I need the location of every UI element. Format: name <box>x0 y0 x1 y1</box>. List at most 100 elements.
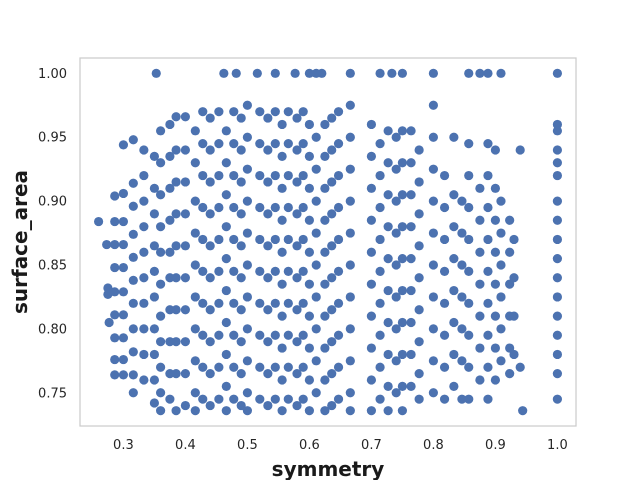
data-point <box>242 324 252 334</box>
data-point <box>190 292 200 302</box>
data-point <box>397 254 407 264</box>
data-point <box>490 375 500 385</box>
data-point <box>205 400 215 411</box>
data-point <box>221 381 231 391</box>
data-point <box>304 247 314 257</box>
data-point <box>397 285 407 296</box>
data-point <box>277 151 287 161</box>
data-point <box>205 145 215 155</box>
data-point <box>128 252 138 262</box>
data-point <box>552 145 563 155</box>
data-point <box>118 239 128 250</box>
data-point <box>483 330 493 340</box>
data-point <box>439 170 450 181</box>
data-point <box>180 209 190 219</box>
data-point <box>283 266 293 276</box>
data-point <box>327 369 337 379</box>
data-point <box>333 362 344 372</box>
data-point <box>298 394 308 404</box>
data-point <box>263 369 273 379</box>
data-point <box>165 394 175 404</box>
data-point <box>490 311 500 321</box>
data-point <box>205 241 215 251</box>
data-point <box>214 234 224 245</box>
data-point <box>366 151 376 161</box>
data-point <box>198 362 208 372</box>
data-point <box>464 202 474 213</box>
data-point <box>515 145 525 155</box>
data-point <box>475 183 485 193</box>
data-point <box>345 100 355 110</box>
data-point <box>345 196 355 206</box>
y-tick-label: 0.75 <box>38 386 67 401</box>
data-point <box>366 279 376 289</box>
data-point <box>383 158 393 168</box>
data-point <box>483 266 493 276</box>
data-point <box>198 202 208 213</box>
data-point <box>236 337 246 347</box>
x-tick-label: 0.4 <box>175 438 196 453</box>
data-point <box>449 254 459 264</box>
data-point <box>292 241 302 251</box>
data-point <box>298 107 308 117</box>
data-point <box>156 406 166 416</box>
data-point <box>428 260 438 270</box>
data-point <box>110 191 120 201</box>
data-point <box>190 126 200 136</box>
data-point <box>406 222 416 232</box>
data-point <box>242 406 252 416</box>
data-point <box>277 183 287 193</box>
data-point <box>327 209 337 219</box>
data-point <box>236 177 246 187</box>
data-point <box>165 119 175 130</box>
data-point <box>118 216 128 227</box>
data-point <box>270 362 280 372</box>
data-point <box>375 394 385 404</box>
data-point <box>128 135 138 145</box>
data-point <box>198 266 208 276</box>
data-point <box>391 260 401 270</box>
data-point <box>327 241 337 251</box>
data-point <box>292 305 302 315</box>
data-point <box>552 234 563 245</box>
data-point <box>292 177 302 187</box>
data-point <box>149 398 159 408</box>
data-point <box>214 298 224 308</box>
data-point <box>139 222 149 232</box>
data-point <box>149 241 159 251</box>
data-point <box>298 330 308 340</box>
data-point <box>391 164 401 174</box>
data-point <box>345 356 355 366</box>
data-point <box>229 298 239 308</box>
data-point <box>375 68 385 78</box>
data-point <box>457 394 467 404</box>
data-point <box>298 234 308 245</box>
data-point <box>496 356 506 366</box>
data-point <box>327 337 337 347</box>
data-point <box>345 132 355 142</box>
data-point <box>414 369 424 379</box>
data-point <box>345 228 355 238</box>
data-point <box>221 222 231 232</box>
data-point <box>320 119 330 130</box>
data-point <box>292 209 302 219</box>
data-point <box>366 406 376 416</box>
data-point <box>449 349 459 360</box>
data-point <box>298 139 308 149</box>
data-point <box>128 229 138 239</box>
data-point <box>483 298 493 308</box>
data-point <box>449 190 459 200</box>
data-point <box>327 145 337 155</box>
data-point <box>292 113 302 123</box>
data-point <box>283 202 293 213</box>
data-point <box>397 68 407 78</box>
data-point <box>283 330 293 340</box>
data-point <box>311 164 321 174</box>
data-point <box>552 196 563 206</box>
data-point <box>428 324 438 334</box>
data-point <box>345 292 355 302</box>
data-point <box>298 170 308 181</box>
data-point <box>320 247 330 257</box>
data-point <box>128 178 138 188</box>
data-point <box>151 68 161 78</box>
